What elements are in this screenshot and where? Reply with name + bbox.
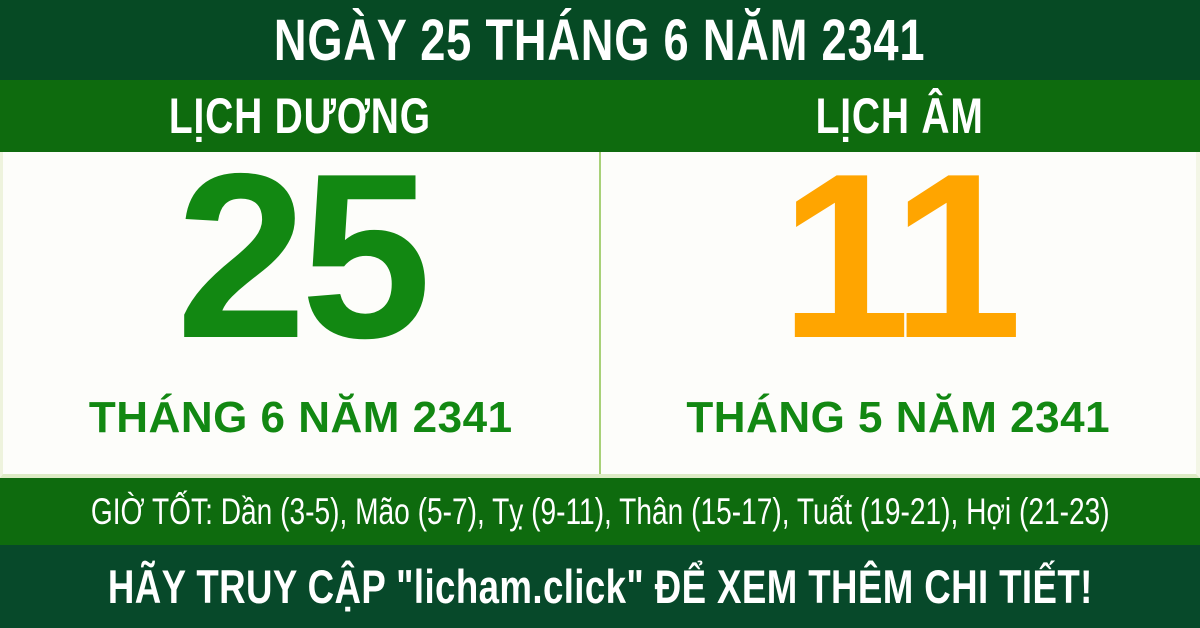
solar-day-number: 25	[176, 124, 431, 387]
calendar-headers-row: LỊCH DƯƠNG LỊCH ÂM	[0, 80, 1200, 152]
good-hours-bar: GIỜ TỐT: Dần (3-5), Mão (5-7), Tỵ (9-11)…	[0, 478, 1200, 545]
solar-day-panel: 25 THÁNG 6 NĂM 2341	[3, 138, 599, 474]
lunar-calendar-header: LỊCH ÂM	[600, 80, 1200, 152]
footer-banner: HÃY TRUY CẬP "licham.click" ĐỂ XEM THÊM …	[0, 545, 1200, 628]
day-panels: 25 THÁNG 6 NĂM 2341 11 THÁNG 5 NĂM 2341	[0, 138, 1200, 478]
date-banner: NGÀY 25 THÁNG 6 NĂM 2341	[0, 0, 1200, 80]
footer-call-to-action-text: HÃY TRUY CẬP "licham.click" ĐỂ XEM THÊM …	[107, 560, 1093, 613]
solar-month-year-label: THÁNG 6 NĂM 2341	[88, 393, 513, 442]
date-banner-title: NGÀY 25 THÁNG 6 NĂM 2341	[274, 7, 926, 73]
lunar-month-year-label: THÁNG 5 NĂM 2341	[686, 393, 1111, 442]
good-hours-text: GIỜ TỐT: Dần (3-5), Mão (5-7), Tỵ (9-11)…	[90, 490, 1110, 532]
lunar-day-panel: 11 THÁNG 5 NĂM 2341	[601, 138, 1197, 474]
solar-calendar-header-label: LỊCH DƯƠNG	[169, 88, 431, 144]
column-divider	[598, 152, 601, 474]
lunar-day-number: 11	[780, 124, 1022, 387]
solar-calendar-header: LỊCH DƯƠNG	[0, 80, 600, 152]
lunar-calendar-header-label: LỊCH ÂM	[816, 88, 984, 144]
